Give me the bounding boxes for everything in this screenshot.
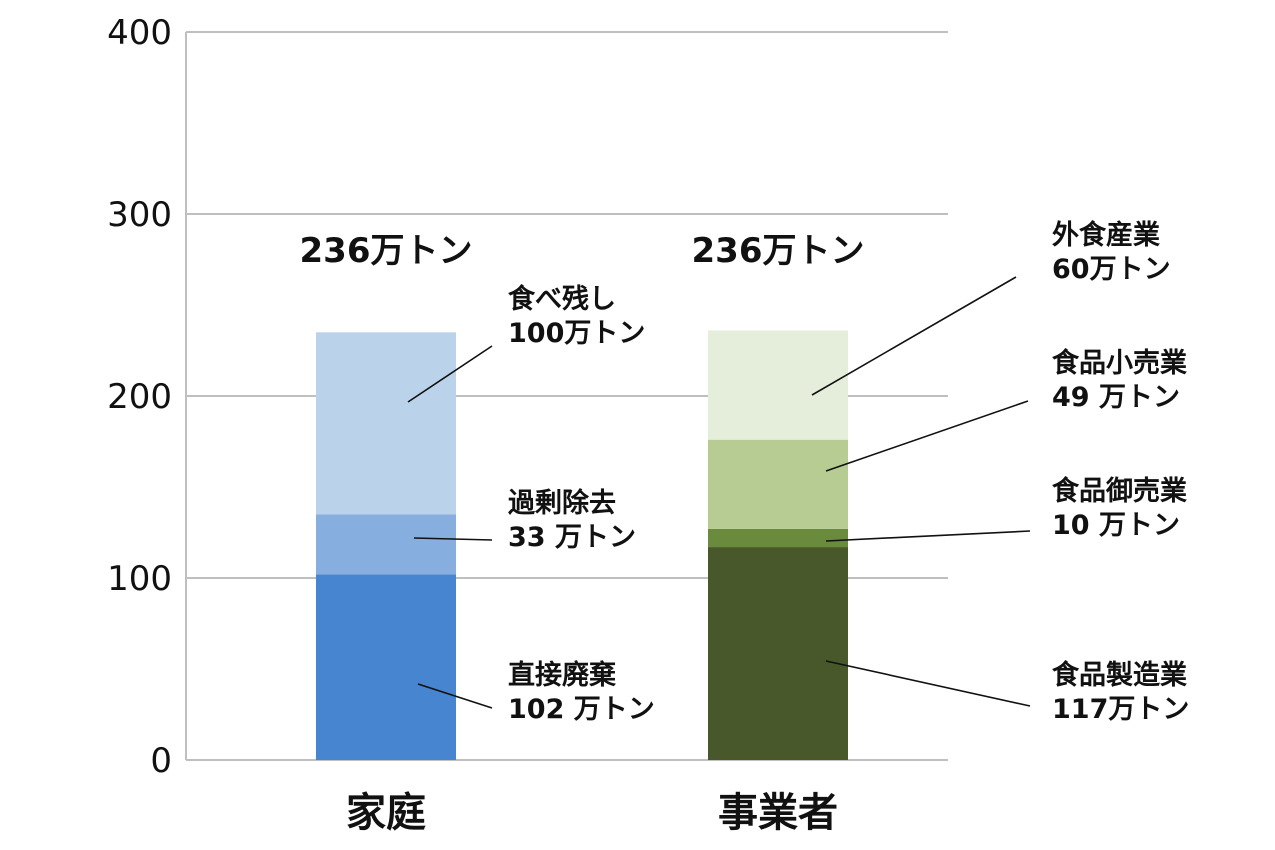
segment-name-label: 過剰除去 xyxy=(508,487,616,519)
bar-segment xyxy=(708,330,848,440)
y-tick-label: 200 xyxy=(107,377,172,417)
y-tick-label: 100 xyxy=(107,559,172,599)
segment-value-label: 60万トン xyxy=(1052,254,1171,285)
leader-line xyxy=(825,400,1029,472)
y-tick-label: 0 xyxy=(150,741,172,781)
segment-value-label: 10 万トン xyxy=(1052,510,1180,541)
leader-line xyxy=(811,276,1017,396)
segment-name-label: 食品小売業 xyxy=(1052,347,1187,379)
bar-segment xyxy=(316,574,456,760)
leader-line xyxy=(825,660,1031,707)
segment-value-label: 33 万トン xyxy=(508,522,636,553)
bar-segment xyxy=(708,547,848,760)
x-category-label: 家庭 xyxy=(346,790,426,836)
segment-value-label: 49 万トン xyxy=(1052,382,1180,413)
leader-line xyxy=(417,683,493,709)
segment-name-label: 食品御売業 xyxy=(1052,475,1187,507)
leader-line xyxy=(413,537,493,541)
bar-segment xyxy=(316,514,456,575)
segment-value-label: 102 万トン xyxy=(508,694,655,725)
segment-name-label: 外食産業 xyxy=(1052,219,1160,251)
bar-segment xyxy=(708,528,848,548)
segment-name-label: 食べ残し xyxy=(508,283,616,315)
y-tick-label: 400 xyxy=(107,13,172,53)
bar-segment xyxy=(316,332,456,515)
bar-total-label: 236万トン xyxy=(692,231,865,271)
segment-value-label: 117万トン xyxy=(1052,694,1189,725)
bar-segment xyxy=(708,439,848,529)
leader-line xyxy=(825,530,1031,542)
segment-name-label: 直接廃棄 xyxy=(508,659,617,691)
y-tick-label: 300 xyxy=(107,195,172,235)
segment-name-label: 食品製造業 xyxy=(1052,659,1187,691)
leader-line xyxy=(407,345,493,403)
x-category-label: 事業者 xyxy=(718,790,838,836)
bar-total-label: 236万トン xyxy=(300,231,473,271)
segment-value-label: 100万トン xyxy=(508,318,645,349)
